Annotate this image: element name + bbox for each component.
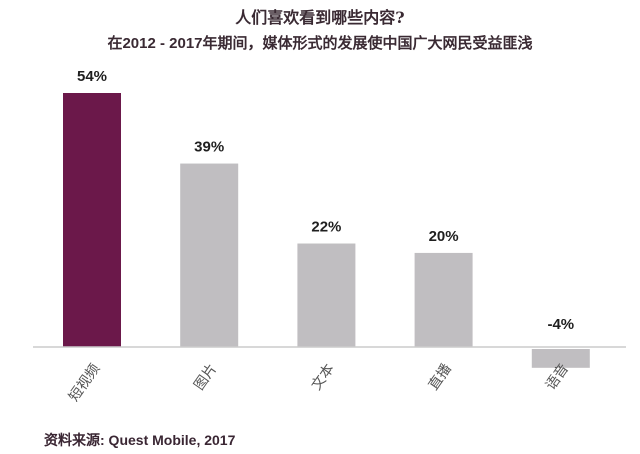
category-label-4: 直播: [425, 361, 455, 394]
bar-3: [297, 243, 356, 347]
category-label-3: 文本: [309, 361, 338, 393]
bar-1: [63, 93, 121, 347]
bar-chart: 54%39%22%20%-4% 短视频 图片 文本 直播 语音: [33, 68, 626, 405]
data-label-5: -4%: [547, 316, 574, 333]
data-label-4: 20%: [429, 228, 459, 245]
data-label-1: 54%: [77, 68, 107, 85]
category-label-1: 短视频: [66, 361, 103, 405]
bar-5: [531, 349, 590, 368]
bar-4: [414, 252, 473, 347]
data-label-3: 22%: [311, 219, 341, 236]
data-label-2: 39%: [194, 139, 224, 156]
category-label-2: 图片: [191, 361, 220, 393]
source-note: 资料来源: Quest Mobile, 2017: [44, 432, 236, 448]
chart-subtitle: 在2012 - 2017年期间，媒体形式的发展使中国广大网民受益匪浅: [107, 35, 533, 52]
bar-2: [180, 163, 239, 347]
chart-title: 人们喜欢看到哪些内容?: [235, 8, 405, 27]
